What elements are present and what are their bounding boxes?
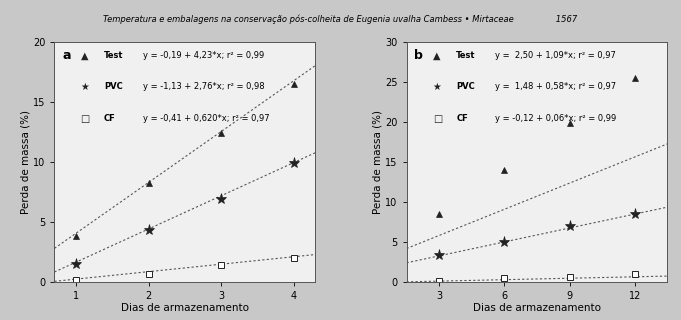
Text: ▲: ▲ <box>80 51 88 61</box>
Text: Test: Test <box>456 51 475 60</box>
Text: ★: ★ <box>80 83 89 92</box>
Text: ★: ★ <box>432 83 441 92</box>
Text: y = -0,41 + 0,620*x; r² = 0,97: y = -0,41 + 0,620*x; r² = 0,97 <box>143 114 270 123</box>
Text: y =  1,48 + 0,58*x; r² = 0,97: y = 1,48 + 0,58*x; r² = 0,97 <box>495 83 616 92</box>
Text: CF: CF <box>456 114 468 123</box>
Y-axis label: Perda de massa (%): Perda de massa (%) <box>20 109 30 214</box>
Text: b: b <box>415 49 424 62</box>
Text: CF: CF <box>104 114 116 123</box>
Text: y =  2,50 + 1,09*x; r² = 0,97: y = 2,50 + 1,09*x; r² = 0,97 <box>495 51 616 60</box>
X-axis label: Dias de armazenamento: Dias de armazenamento <box>473 303 601 313</box>
X-axis label: Dias de armazenamento: Dias de armazenamento <box>121 303 249 313</box>
Text: □: □ <box>432 114 442 124</box>
Text: Test: Test <box>104 51 123 60</box>
Text: ▲: ▲ <box>432 51 440 61</box>
Text: y = -1,13 + 2,76*x; r² = 0,98: y = -1,13 + 2,76*x; r² = 0,98 <box>143 83 265 92</box>
Text: y = -0,12 + 0,06*x; r² = 0,99: y = -0,12 + 0,06*x; r² = 0,99 <box>495 114 616 123</box>
Text: PVC: PVC <box>456 83 475 92</box>
Text: PVC: PVC <box>104 83 123 92</box>
Text: □: □ <box>80 114 90 124</box>
Text: a: a <box>62 49 71 62</box>
Y-axis label: Perda de massa (%): Perda de massa (%) <box>373 109 382 214</box>
Text: y = -0,19 + 4,23*x; r² = 0,99: y = -0,19 + 4,23*x; r² = 0,99 <box>143 51 264 60</box>
Text: Temperatura e embalagens na conservação pós-colheita de Eugenia uvalha Cambess •: Temperatura e embalagens na conservação … <box>104 14 577 24</box>
